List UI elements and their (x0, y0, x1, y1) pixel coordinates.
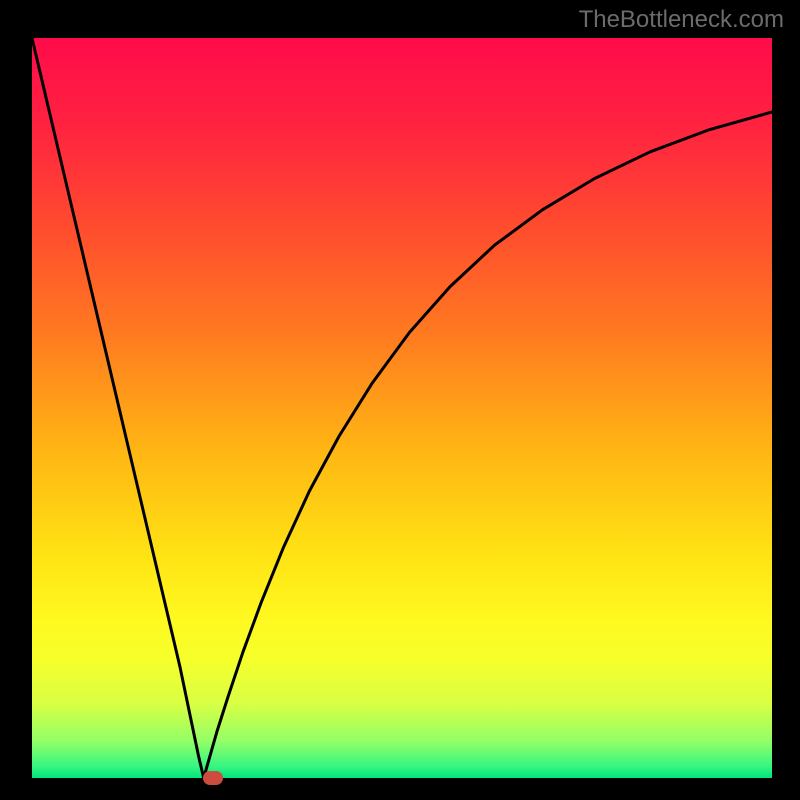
watermark-text: TheBottleneck.com (579, 6, 784, 34)
chart-canvas: TheBottleneck.com (0, 0, 800, 800)
bottleneck-curve (32, 38, 772, 778)
plot-gradient-background (32, 38, 772, 778)
bottleneck-marker (203, 771, 223, 785)
